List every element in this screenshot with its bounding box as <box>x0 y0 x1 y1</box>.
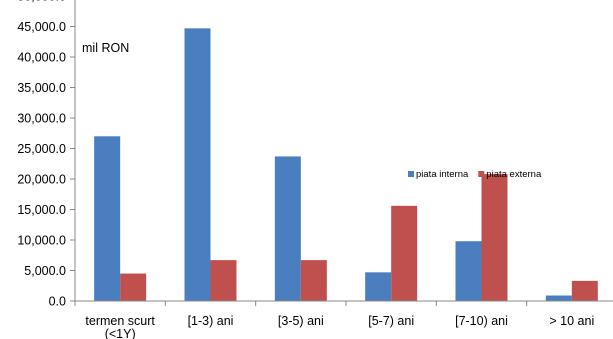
bar-piata-externa <box>210 260 237 301</box>
bar-piata-interna <box>455 241 482 301</box>
y-tick-label: 20,000.0 <box>17 173 66 187</box>
y-tick-label: 25,000.0 <box>17 142 66 156</box>
legend-label: piata interna <box>416 169 469 180</box>
bar-piata-externa <box>120 273 147 301</box>
y-tick-label: 5,000.0 <box>24 264 66 278</box>
y-tick-label: 40,000.0 <box>17 51 66 65</box>
x-category-label: [3-5) ani <box>278 314 324 328</box>
y-tick-label: 10,000.0 <box>17 234 66 248</box>
bar-piata-externa <box>481 174 508 301</box>
x-category-label: [5-7) ani <box>368 314 414 328</box>
bar-piata-interna <box>184 28 211 302</box>
bar-piata-interna <box>545 295 572 301</box>
bar-piata-externa <box>391 205 418 301</box>
unit-label: mil RON <box>82 41 129 55</box>
y-tick-label: 35,000.0 <box>17 81 66 95</box>
x-category-label: (<1Y) <box>105 327 136 339</box>
x-category-label: termen scurt <box>85 314 155 328</box>
legend-label: piata externa <box>486 169 542 180</box>
bar-piata-externa <box>300 260 327 301</box>
bar-piata-interna <box>365 272 392 301</box>
y-tick-label: 15,000.0 <box>17 203 66 217</box>
x-category-label: [7-10) ani <box>455 314 508 328</box>
legend-swatch <box>408 171 414 177</box>
x-category-label: [1-3) ani <box>188 314 234 328</box>
y-axis-ticks: 0.0 5,000.0 10,000.0 15,000.0 20,000.0 25,000… <box>17 0 75 309</box>
y-tick-label: 45,000.0 <box>17 20 66 34</box>
x-axis-categories: termen scurt(<1Y) [1-3) ani [3-5) ani [5-7)… <box>85 314 594 339</box>
bar-piata-externa <box>571 280 598 301</box>
bars <box>94 28 598 302</box>
y-tick-label: 30,000.0 <box>17 112 66 126</box>
bar-piata-interna <box>94 136 121 301</box>
bar-piata-interna <box>274 156 301 301</box>
x-category-label: > 10 ani <box>549 314 594 328</box>
legend-swatch <box>478 171 485 177</box>
axes <box>74 0 613 306</box>
y-tick-label: 50,000.0 <box>17 0 66 4</box>
legend: piata interna piata externa <box>408 169 542 180</box>
y-tick-label: 0.0 <box>49 295 66 309</box>
